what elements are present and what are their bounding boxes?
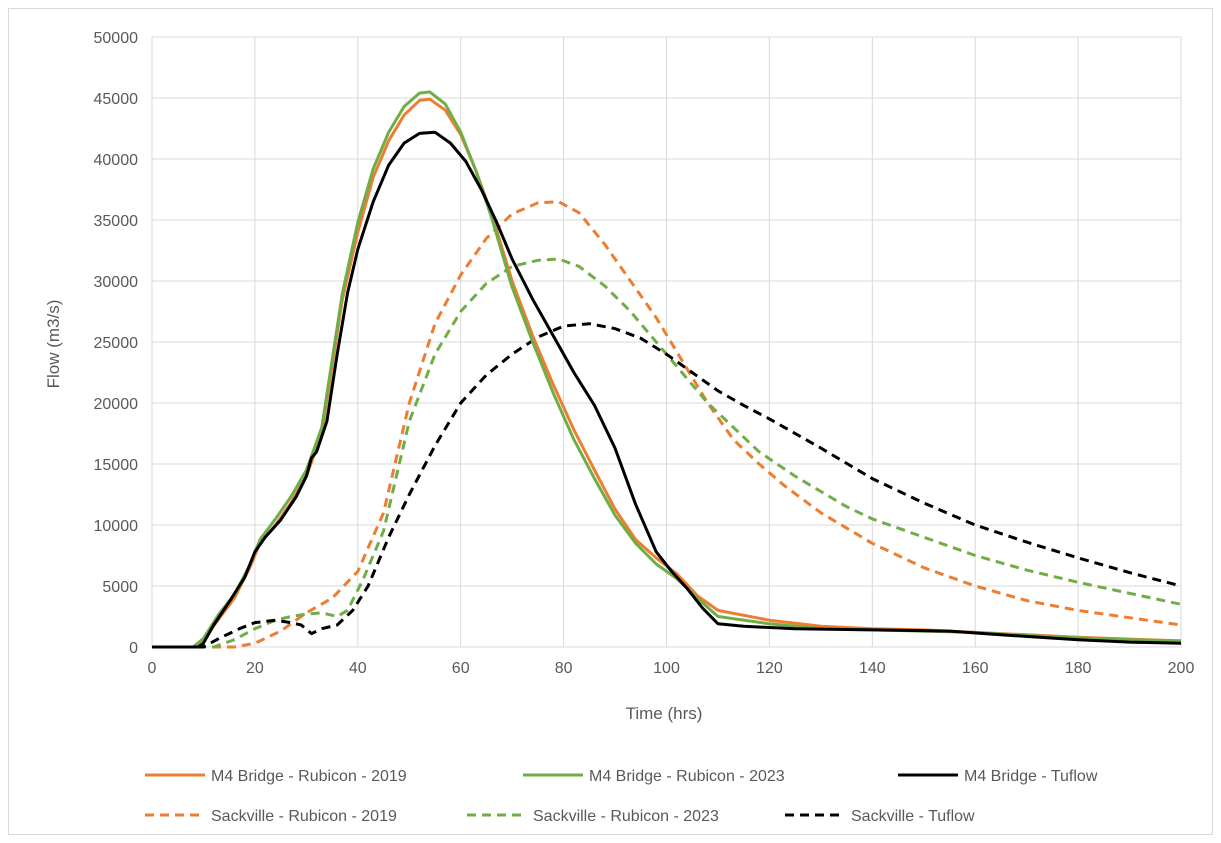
x-tick-label: 100 [653, 660, 680, 677]
series-line-sackville-rubicon-2023 [152, 257, 1182, 649]
legend: M4 Bridge - Rubicon - 2019 M4 Bridge - Ru… [145, 768, 1098, 825]
legend-label: Sackville - Rubicon - 2019 [211, 808, 397, 825]
x-tick-label: 20 [246, 660, 264, 677]
y-axis-ticks: 0 5000 10000 15000 20000 25000 30000 35000 40000… [94, 30, 139, 657]
x-axis-ticks: 0 20 40 60 80 100 120 140 160 180 200 [148, 660, 1195, 677]
y-tick-label: 30000 [94, 274, 139, 291]
legend-label: M4 Bridge - Tuflow [964, 768, 1098, 785]
x-tick-label: 180 [1065, 660, 1092, 677]
y-tick-label: 40000 [94, 152, 139, 169]
x-tick-label: 60 [452, 660, 470, 677]
legend-label: M4 Bridge - Rubicon - 2023 [589, 768, 785, 785]
series-layer [152, 90, 1182, 649]
y-tick-label: 10000 [94, 518, 139, 535]
x-tick-label: 160 [962, 660, 989, 677]
x-tick-label: 140 [859, 660, 886, 677]
x-tick-label: 0 [148, 660, 157, 677]
x-tick-label: 120 [756, 660, 783, 677]
y-tick-label: 20000 [94, 396, 139, 413]
x-tick-label: 200 [1168, 660, 1195, 677]
y-tick-label: 0 [129, 640, 138, 657]
gridlines [151, 36, 1182, 648]
y-tick-label: 35000 [94, 213, 139, 230]
y-tick-label: 50000 [94, 30, 139, 47]
legend-label: Sackville - Rubicon - 2023 [533, 808, 719, 825]
y-axis-title: Flow (m3/s) [44, 300, 63, 389]
y-tick-label: 5000 [102, 579, 138, 596]
chart-frame [8, 8, 1213, 835]
x-tick-label: 40 [349, 660, 367, 677]
y-tick-label: 25000 [94, 335, 139, 352]
y-tick-label: 15000 [94, 457, 139, 474]
series-line-sackville-rubicon-2019 [152, 200, 1182, 649]
x-tick-label: 80 [555, 660, 573, 677]
legend-label: Sackville - Tuflow [851, 808, 975, 825]
legend-label: M4 Bridge - Rubicon - 2019 [211, 768, 407, 785]
series-line-m4-bridge-tuflow [152, 130, 1182, 649]
series-line-sackville-tuflow [152, 322, 1182, 649]
y-tick-label: 45000 [94, 91, 139, 108]
x-axis-title: Time (hrs) [626, 704, 703, 723]
